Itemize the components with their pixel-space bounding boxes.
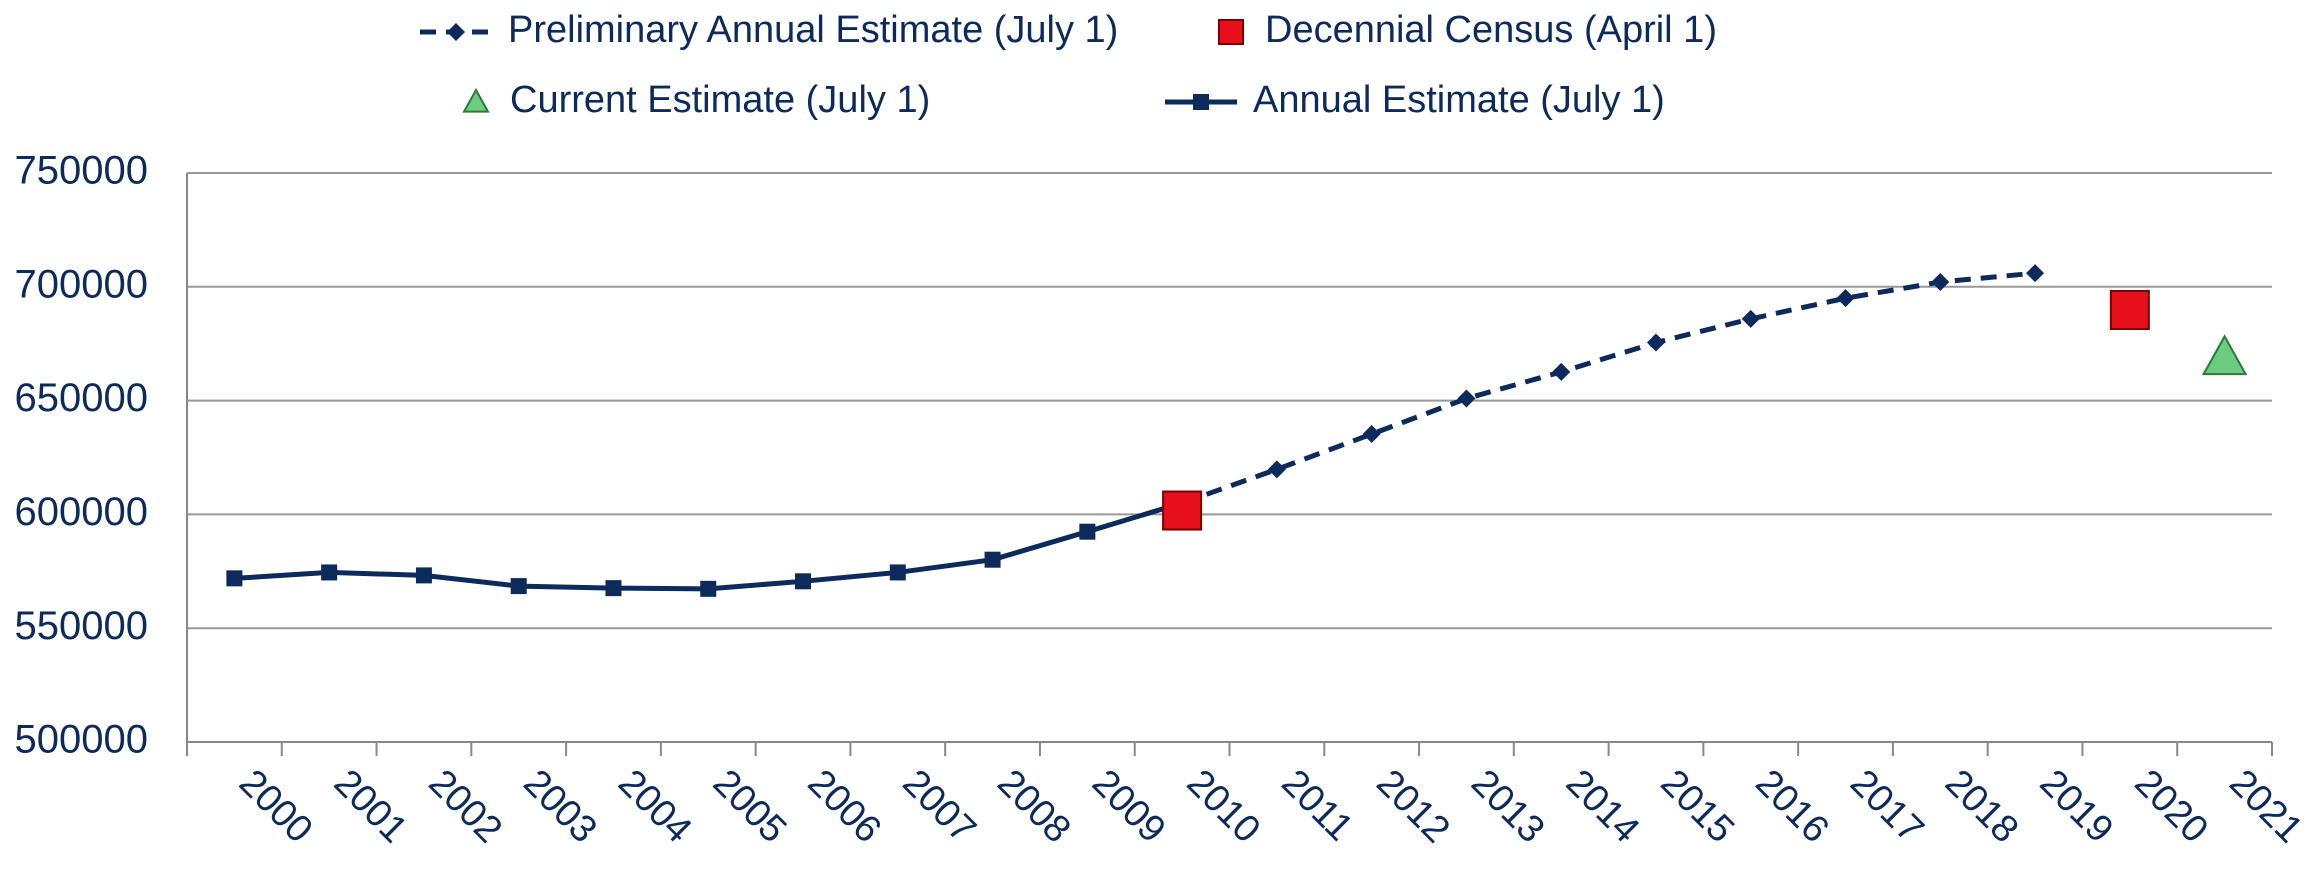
x-tick-label: 2010 bbox=[1179, 762, 1268, 851]
x-tick-label: 2007 bbox=[894, 762, 983, 851]
data-point bbox=[2201, 334, 2248, 376]
x-tick-label: 2009 bbox=[1084, 762, 1173, 851]
y-tick-label: 650000 bbox=[15, 376, 148, 420]
legend-item: Current Estimate (July 1) bbox=[462, 79, 930, 121]
x-tick-label: 2006 bbox=[800, 762, 889, 851]
x-tick-label: 2004 bbox=[610, 762, 699, 851]
data-point bbox=[2109, 290, 2150, 331]
data-point bbox=[1646, 333, 1665, 352]
x-tick-label: 2012 bbox=[1368, 762, 1457, 851]
data-point bbox=[321, 564, 338, 581]
x-tick-label: 2015 bbox=[1653, 762, 1742, 851]
x-tick-label: 2020 bbox=[2126, 762, 2215, 851]
legend-item: Preliminary Annual Estimate (July 1) bbox=[420, 9, 1118, 51]
data-point bbox=[1457, 389, 1476, 408]
x-tick-label: 2017 bbox=[1842, 762, 1931, 851]
data-point bbox=[510, 578, 527, 595]
data-point bbox=[1162, 490, 1203, 531]
legend-label: Decennial Census (April 1) bbox=[1265, 9, 1717, 51]
legend-label: Preliminary Annual Estimate (July 1) bbox=[508, 9, 1118, 51]
y-tick-label: 600000 bbox=[15, 490, 148, 534]
x-tick-label: 2005 bbox=[705, 762, 794, 851]
series-line bbox=[234, 500, 1183, 592]
data-point bbox=[1362, 425, 1381, 444]
legend-marker bbox=[447, 23, 465, 41]
x-tick-label: 2013 bbox=[1463, 762, 1552, 851]
data-point bbox=[415, 567, 432, 584]
legend-marker bbox=[1218, 19, 1244, 45]
x-tick-label: 2003 bbox=[515, 762, 604, 851]
data-point bbox=[795, 573, 812, 590]
x-tick-label: 2002 bbox=[420, 762, 509, 851]
x-tick-label: 2021 bbox=[2221, 762, 2310, 851]
data-point bbox=[700, 580, 717, 597]
data-point bbox=[1267, 460, 1286, 479]
x-tick-label: 2016 bbox=[1747, 762, 1836, 851]
y-tick-label: 550000 bbox=[15, 604, 148, 648]
data-point bbox=[984, 551, 1001, 568]
data-point bbox=[889, 564, 906, 581]
x-tick-label: 2000 bbox=[231, 762, 320, 851]
series-line bbox=[1181, 270, 2036, 506]
data-point bbox=[226, 570, 243, 587]
y-tick-label: 750000 bbox=[15, 149, 148, 193]
x-tick-label: 2001 bbox=[326, 762, 415, 851]
data-point bbox=[1931, 273, 1950, 292]
legend-label: Annual Estimate (July 1) bbox=[1253, 79, 1665, 121]
data-point bbox=[1741, 309, 1760, 328]
legend-label: Current Estimate (July 1) bbox=[510, 79, 930, 121]
y-tick-label: 500000 bbox=[15, 718, 148, 762]
x-tick-label: 2008 bbox=[989, 762, 1078, 851]
data-point bbox=[1552, 362, 1571, 381]
data-point bbox=[2026, 264, 2045, 283]
x-tick-label: 2014 bbox=[1558, 762, 1647, 851]
x-tick-label: 2018 bbox=[1937, 762, 2026, 851]
y-tick-label: 700000 bbox=[15, 262, 148, 306]
x-tick-label: 2019 bbox=[2032, 762, 2121, 851]
data-point bbox=[1836, 289, 1855, 308]
legend-marker bbox=[462, 87, 490, 113]
data-point bbox=[1079, 523, 1096, 540]
data-point bbox=[605, 580, 622, 597]
x-tick-label: 2011 bbox=[1273, 762, 1360, 849]
legend-item: Decennial Census (April 1) bbox=[1218, 9, 1717, 51]
legend-marker bbox=[1193, 94, 1209, 110]
legend-item: Annual Estimate (July 1) bbox=[1165, 79, 1665, 121]
